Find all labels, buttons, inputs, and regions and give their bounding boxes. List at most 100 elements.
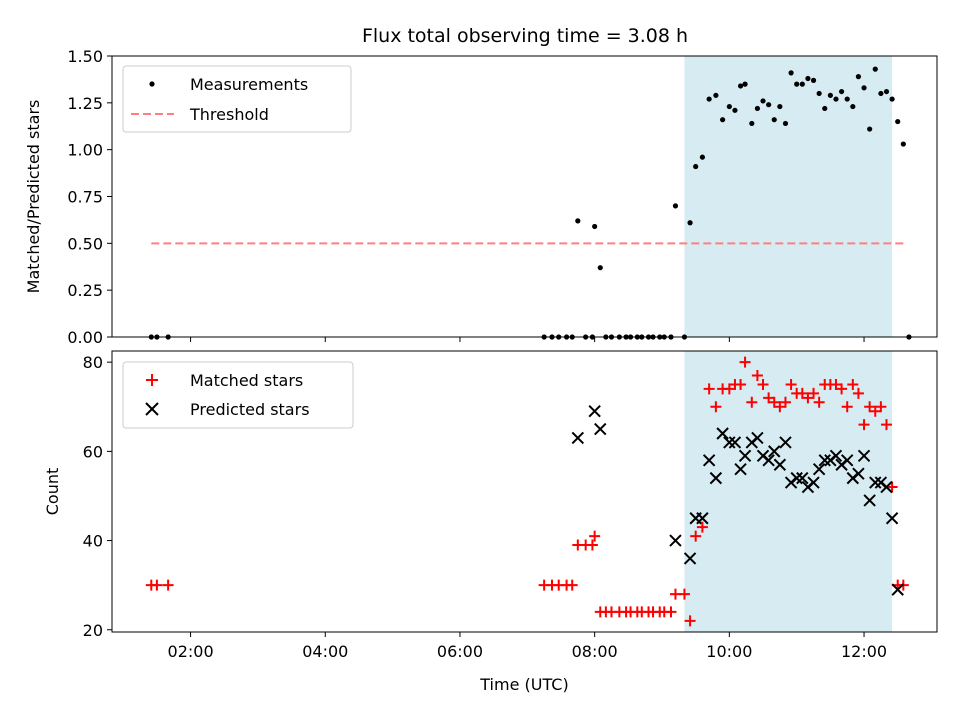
measurement-point (878, 90, 884, 97)
predicted-stars-point (857, 449, 871, 463)
predicted-stars-point (669, 534, 682, 547)
predicted-stars-point (696, 512, 709, 525)
predicted-stars-point (716, 427, 729, 440)
predicted-stars-point (818, 454, 831, 467)
x-tick-label: 06:00 (437, 642, 483, 661)
predicted-stars-point (807, 476, 820, 489)
matched-stars-point (739, 356, 751, 368)
predicted-stars-point (734, 462, 747, 476)
measurement-point (816, 90, 822, 97)
measurement-point (742, 81, 748, 87)
matched-stars-point (768, 396, 780, 408)
predicted-stars-point (863, 494, 876, 507)
x-tick-label: 04:00 (302, 642, 348, 661)
matched-stars-point (589, 530, 601, 542)
predicted-stars-point (683, 552, 697, 565)
predicted-stars-point (702, 454, 716, 467)
x-tick-label: 08:00 (572, 642, 618, 661)
matched-stars-point (162, 579, 174, 591)
matched-stars-point (864, 401, 876, 413)
matched-stars-point (830, 378, 842, 390)
predicted-stars-point (723, 436, 736, 449)
legend-measurements-label: Measurements (190, 75, 308, 94)
measurement-point (597, 265, 603, 271)
measurement-point (777, 103, 783, 110)
matched-stars-point (710, 401, 722, 413)
matched-stars-point (774, 401, 786, 413)
matched-stars-point (847, 378, 859, 390)
y-tick-label: 0.25 (67, 281, 103, 300)
matched-stars-point (566, 579, 578, 591)
y-tick-label: 1.25 (67, 94, 103, 113)
top-x-ticks (190, 337, 865, 342)
legend-measurements-marker (149, 81, 155, 87)
predicted-stars-point (571, 431, 585, 445)
measurement-point (810, 77, 817, 83)
predicted-stars-point (768, 445, 781, 458)
measurement-point (732, 107, 738, 113)
x-tick-label: 10:00 (706, 642, 752, 661)
top-legend: Measurements Threshold (122, 65, 352, 133)
matched-stars-point (808, 387, 820, 399)
measurement-point (850, 103, 856, 110)
measurement-point (693, 163, 699, 170)
matched-stars-point (802, 392, 814, 404)
predicted-stars-point (588, 405, 601, 418)
measurement-point (749, 120, 755, 127)
measurement-point (861, 85, 867, 91)
predicted-stars-point (880, 480, 893, 494)
matched-stars-point (858, 419, 870, 431)
matched-stars-point (690, 530, 702, 542)
measurement-point (771, 117, 777, 123)
x-axis-label: Time (UTC) (479, 675, 568, 694)
matched-stars-point (875, 401, 887, 413)
bottom-y-ticks: 20 40 60 80 (83, 353, 112, 640)
matched-stars-point (757, 378, 769, 390)
measurement-point (687, 220, 693, 226)
measurement-point (713, 92, 719, 98)
predicted-stars-point (594, 422, 607, 436)
matched-stars-point (796, 387, 808, 399)
predicted-stars-point (869, 476, 882, 489)
predicted-stars-point (790, 471, 803, 485)
measurement-point (838, 88, 845, 95)
measurement-point (867, 126, 873, 132)
bottom-axes-frame (111, 350, 938, 633)
top-data-marks (148, 66, 912, 340)
x-tick-label: 02:00 (168, 642, 214, 661)
matched-stars-point (836, 383, 848, 395)
measurement-point (822, 105, 828, 112)
predicted-stars-point (751, 431, 764, 445)
matched-stars-point (841, 401, 853, 413)
measurement-point (760, 98, 766, 104)
matched-stars-point (852, 387, 864, 399)
matched-stars-point (763, 392, 775, 404)
legend-matched-marker (146, 374, 158, 386)
measurement-point (726, 103, 732, 110)
matched-stars-point (696, 521, 708, 533)
y-tick-label: 80 (83, 353, 103, 372)
measurement-point (794, 81, 800, 87)
predicted-stars-point (840, 454, 854, 467)
measurement-point (799, 81, 805, 87)
matched-stars-point (746, 396, 758, 408)
matched-stars-point (880, 419, 892, 431)
predicted-stars-point (773, 458, 787, 471)
predicted-stars-point (728, 436, 742, 449)
y-tick-label: 1.00 (67, 141, 103, 160)
measurement-point (737, 83, 744, 89)
matched-stars-point (886, 481, 898, 493)
matched-stars-point (785, 378, 797, 390)
measurement-point (592, 223, 598, 230)
y-tick-label: 60 (83, 442, 103, 461)
matched-stars-point (151, 579, 163, 591)
predicted-stars-point (852, 467, 865, 480)
measurement-point (788, 70, 794, 76)
measurement-point (883, 88, 890, 95)
legend-predicted-marker (145, 402, 159, 416)
measurement-point (844, 96, 850, 102)
measurement-point (575, 218, 581, 224)
predicted-stars-point (779, 436, 792, 449)
